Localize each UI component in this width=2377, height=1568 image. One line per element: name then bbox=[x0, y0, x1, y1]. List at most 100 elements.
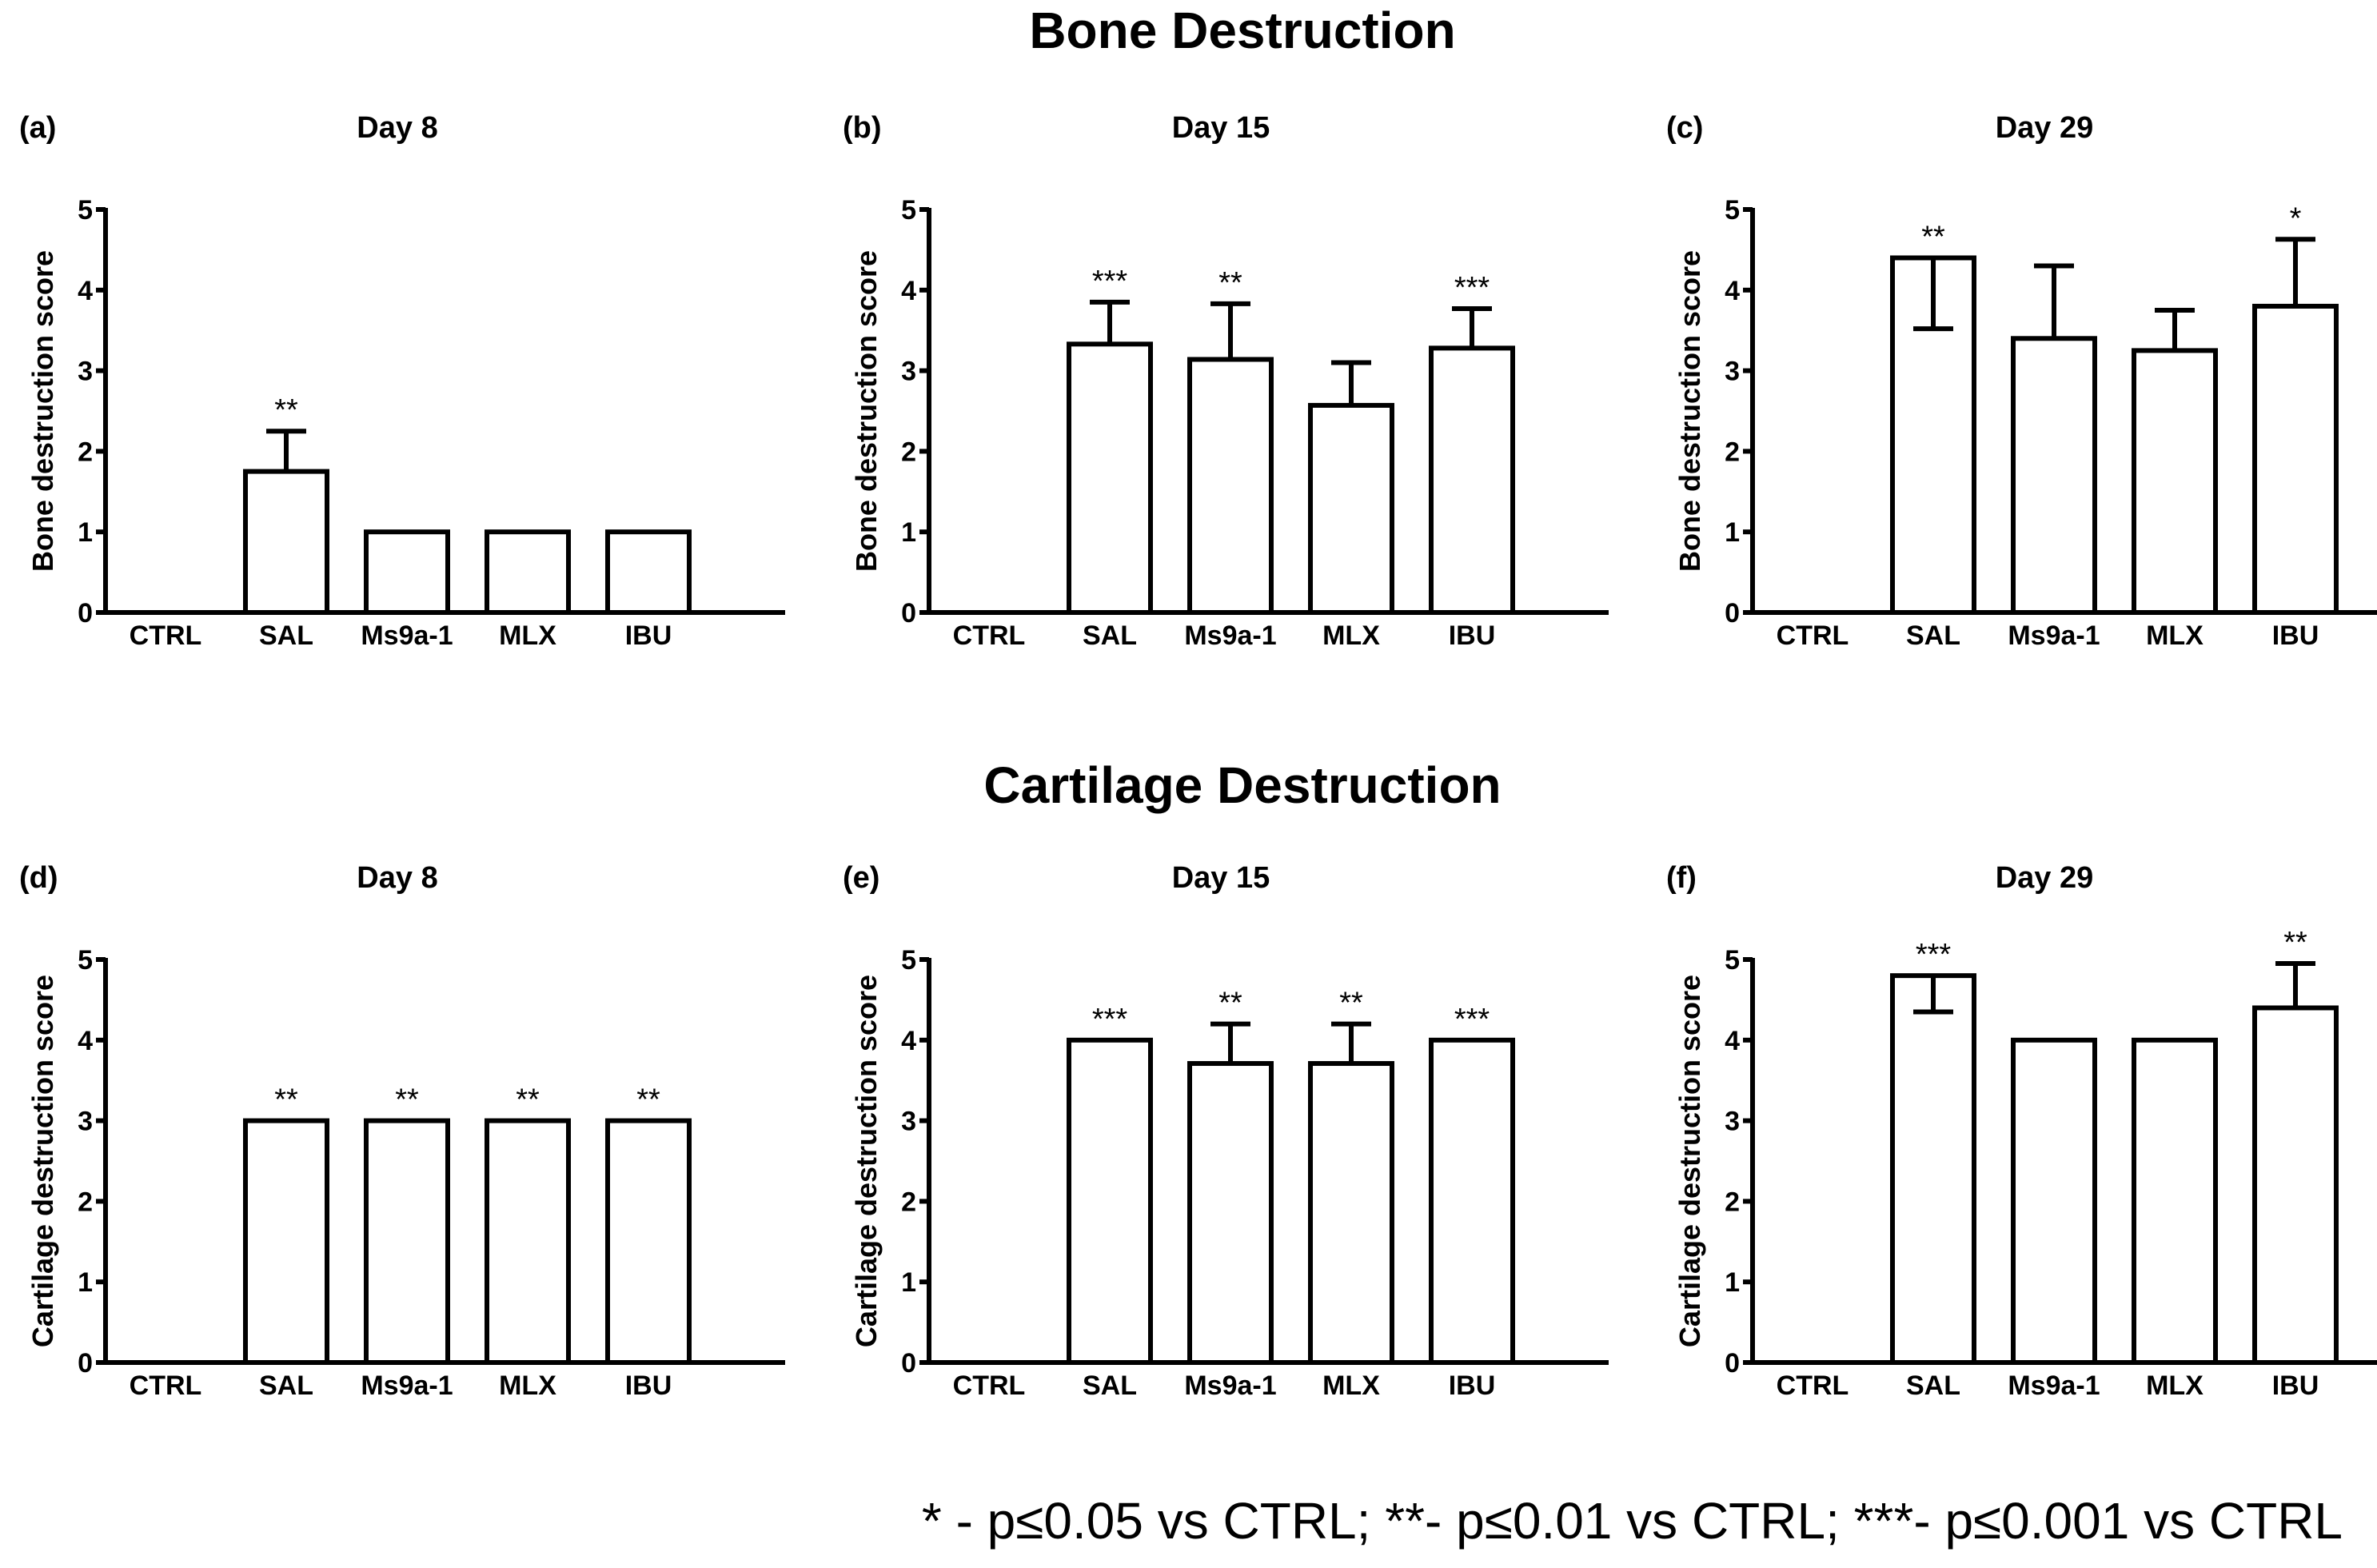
panel-label: (b) bbox=[843, 111, 882, 145]
x-tick-label: CTRL bbox=[953, 1371, 1026, 1401]
x-tick-label: Ms9a-1 bbox=[1184, 1371, 1276, 1401]
y-tick-label: 0 bbox=[78, 598, 93, 628]
significance-marker: ** bbox=[1339, 987, 1363, 1020]
y-tick-label: 0 bbox=[1725, 598, 1740, 628]
y-tick-label: 3 bbox=[78, 1107, 93, 1137]
significance-marker: *** bbox=[1454, 1003, 1490, 1036]
y-tick-label: 5 bbox=[901, 195, 916, 225]
x-tick-label: MLX bbox=[2146, 1371, 2204, 1401]
y-tick-label: 3 bbox=[78, 357, 93, 387]
bar-sal bbox=[1067, 341, 1153, 615]
x-tick-label: IBU bbox=[2272, 620, 2319, 651]
x-tick-label: CTRL bbox=[1777, 1371, 1849, 1401]
bar-ibu bbox=[2252, 1005, 2339, 1365]
x-tick-label: CTRL bbox=[953, 620, 1026, 651]
bar-mlx bbox=[485, 529, 571, 616]
significance-marker: ** bbox=[2283, 926, 2307, 960]
x-tick-label: IBU bbox=[1449, 1371, 1496, 1401]
x-tick-label: SAL bbox=[1083, 620, 1137, 651]
panel-label: (f) bbox=[1666, 861, 1697, 895]
chart-panels: (a) Day 8 Bone destruction score 0 1 2 3 4 5 CTRL… bbox=[19, 111, 2377, 1401]
significance-marker: ** bbox=[636, 1083, 660, 1117]
y-tick-label: 1 bbox=[78, 1267, 93, 1298]
y-tick-label: 1 bbox=[1725, 517, 1740, 548]
bar-sal bbox=[1067, 1037, 1153, 1366]
bar-sal bbox=[243, 1118, 329, 1365]
panel-title: Day 15 bbox=[1172, 861, 1270, 895]
y-tick-label: 1 bbox=[901, 1267, 916, 1298]
significance-marker: ** bbox=[516, 1083, 540, 1117]
y-tick-label: 2 bbox=[78, 437, 93, 467]
panel-title: Day 8 bbox=[357, 861, 437, 895]
panel-title: Day 29 bbox=[1996, 861, 2094, 895]
y-tick-label: 3 bbox=[1725, 1107, 1740, 1137]
y-tick-label: 5 bbox=[1725, 195, 1740, 225]
bar-mlx bbox=[485, 1118, 571, 1365]
bar-sal bbox=[1890, 255, 1976, 615]
chart-panel-5: (e) Day 15 Cartilage destruction score 0 1 2 3… bbox=[843, 861, 1609, 1401]
y-tick-label: 4 bbox=[78, 1026, 93, 1056]
chart-panel-4: (d) Day 8 Cartilage destruction score 0 1 2 3 4… bbox=[19, 861, 785, 1401]
panel-title: Day 8 bbox=[357, 111, 437, 145]
y-tick-label: 4 bbox=[1725, 1026, 1740, 1056]
x-tick-label: Ms9a-1 bbox=[2008, 1371, 2100, 1401]
bar-ibu bbox=[1429, 345, 1515, 615]
bar-mlx bbox=[2132, 1037, 2218, 1366]
panel-label: (a) bbox=[19, 111, 56, 145]
bar-ms9a-1 bbox=[2011, 1037, 2097, 1366]
x-tick-label: Ms9a-1 bbox=[2008, 620, 2100, 651]
panel-title: Day 29 bbox=[1996, 111, 2094, 145]
panel-label: (c) bbox=[1666, 111, 1703, 145]
x-tick-label: Ms9a-1 bbox=[1184, 620, 1276, 651]
x-tick-label: IBU bbox=[2272, 1371, 2319, 1401]
y-tick-label: 2 bbox=[78, 1187, 93, 1217]
y-tick-label: 4 bbox=[901, 1026, 916, 1056]
significance-marker: *** bbox=[1916, 938, 1952, 972]
section-title-bone: Bone Destruction bbox=[1029, 2, 1455, 59]
chart-panel-1: (a) Day 8 Bone destruction score 0 1 2 3 4 5 CTRL… bbox=[19, 111, 785, 651]
panel-label: (e) bbox=[843, 861, 879, 895]
y-axis-label: Cartilage destruction score bbox=[1673, 975, 1706, 1347]
significance-footnote: * - p≤0.05 vs CTRL; **- p≤0.01 vs CTRL; … bbox=[922, 1492, 2343, 1550]
significance-marker: *** bbox=[1092, 1003, 1128, 1036]
y-tick-label: 2 bbox=[901, 437, 916, 467]
y-tick-label: 5 bbox=[1725, 945, 1740, 976]
significance-marker: ** bbox=[395, 1083, 419, 1117]
y-tick-label: 5 bbox=[78, 195, 93, 225]
significance-marker: ** bbox=[1218, 266, 1242, 300]
y-axis-label: Cartilage destruction score bbox=[26, 975, 59, 1347]
bar-sal bbox=[243, 469, 329, 615]
x-tick-label: Ms9a-1 bbox=[361, 1371, 453, 1401]
x-tick-label: MLX bbox=[1322, 620, 1380, 651]
y-tick-label: 1 bbox=[1725, 1267, 1740, 1298]
significance-marker: ** bbox=[1218, 987, 1242, 1020]
bar-ibu bbox=[605, 529, 692, 616]
x-tick-label: MLX bbox=[499, 620, 556, 651]
significance-marker: ** bbox=[274, 1083, 298, 1117]
bar-ms9a-1 bbox=[1187, 357, 1274, 615]
y-tick-label: 3 bbox=[901, 1107, 916, 1137]
y-tick-label: 1 bbox=[901, 517, 916, 548]
significance-marker: *** bbox=[1092, 265, 1128, 298]
bar-ms9a-1 bbox=[2011, 336, 2097, 615]
y-tick-label: 2 bbox=[901, 1187, 916, 1217]
y-tick-label: 4 bbox=[1725, 276, 1740, 306]
x-tick-label: MLX bbox=[499, 1371, 556, 1401]
x-tick-label: IBU bbox=[625, 620, 672, 651]
y-tick-label: 5 bbox=[78, 945, 93, 976]
y-tick-label: 0 bbox=[901, 1348, 916, 1378]
significance-marker: ** bbox=[1921, 220, 1945, 253]
section-title-cartilage: Cartilage Destruction bbox=[983, 756, 1501, 814]
bar-mlx bbox=[1308, 1061, 1394, 1365]
y-tick-label: 3 bbox=[1725, 357, 1740, 387]
x-tick-label: MLX bbox=[2146, 620, 2204, 651]
x-tick-label: SAL bbox=[259, 620, 313, 651]
x-tick-label: MLX bbox=[1322, 1371, 1380, 1401]
bar-ibu bbox=[1429, 1037, 1515, 1366]
x-tick-label: SAL bbox=[1906, 1371, 1960, 1401]
y-axis-label: Bone destruction score bbox=[850, 250, 883, 572]
chart-panel-6: (f) Day 29 Cartilage destruction score 0 1 2 3… bbox=[1666, 861, 2377, 1401]
y-axis-label: Bone destruction score bbox=[1673, 250, 1706, 572]
x-tick-label: SAL bbox=[259, 1371, 313, 1401]
